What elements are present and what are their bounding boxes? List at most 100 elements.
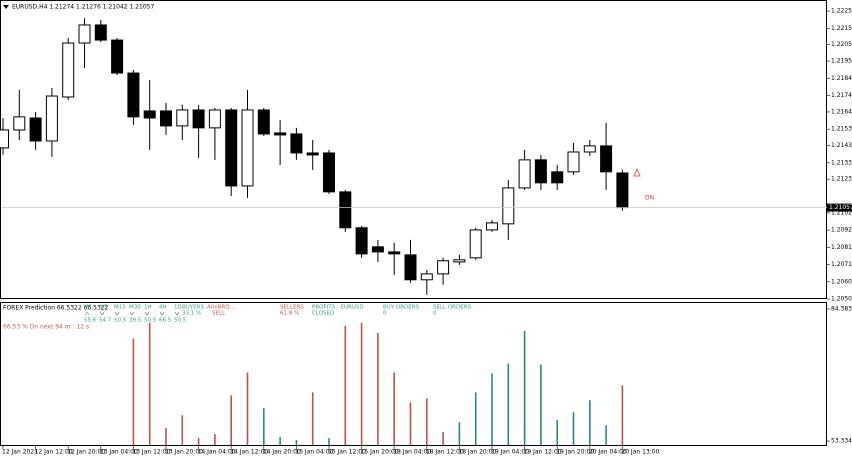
timeframe-value: 55.6 xyxy=(84,318,97,324)
candle-body xyxy=(160,110,172,127)
candle-body xyxy=(208,109,221,129)
timeframe-value: 50.5 xyxy=(144,318,157,324)
y-tick-label: 1.22150 xyxy=(831,25,852,32)
candle-body xyxy=(420,273,433,281)
timeframe-value: 54.7 xyxy=(99,318,112,324)
sell-orders-value: 0 xyxy=(433,311,437,317)
timeframe: 1H xyxy=(144,305,152,311)
candle-body xyxy=(192,109,205,129)
candle-body xyxy=(241,109,254,187)
y-tick-label: 1.20815 xyxy=(831,244,852,251)
y-tick-label: 1.21535 xyxy=(831,126,852,133)
timeframe-arrow xyxy=(99,311,105,316)
candle-body xyxy=(339,191,352,229)
timeframe-arrow xyxy=(114,311,120,316)
timeframe: M1 xyxy=(84,305,92,311)
y-tick-label: 84.383 xyxy=(831,305,852,312)
candle-body xyxy=(0,129,9,149)
timeframe-value: 50.5 xyxy=(174,318,187,324)
candle-body xyxy=(469,229,482,259)
indicator-title: FOREX Prediction 66.5322 66.5322 xyxy=(3,305,109,312)
y-tick-label: 1.21435 xyxy=(831,142,852,149)
timeframe: M15 xyxy=(114,305,126,311)
candle-body xyxy=(567,151,580,173)
x-tick-label: 14 Jan 20:00 xyxy=(263,449,301,456)
x-tick-label: 15 Jan 12:00 xyxy=(328,449,366,456)
y-tick-label: 1.20920 xyxy=(831,227,852,234)
candle-body xyxy=(616,172,629,209)
candle-body xyxy=(306,152,319,156)
price-panel xyxy=(0,0,827,299)
x-tick-label: 18 Jan 04:00 xyxy=(393,449,431,456)
x-tick-label: 14 Jan 12:00 xyxy=(230,449,268,456)
candle-body xyxy=(600,145,613,173)
y-tick-label: 1.21950 xyxy=(831,58,852,65)
timeframe: 4H xyxy=(159,305,167,311)
candle-body xyxy=(45,95,58,142)
candle-body xyxy=(502,187,515,225)
candle-body xyxy=(388,251,401,255)
x-tick-label: 19 Jan 04:00 xyxy=(491,449,529,456)
timeframe-value: 39.5 xyxy=(129,318,142,324)
timeframe-arrow xyxy=(174,311,180,316)
candle-body xyxy=(583,145,596,153)
candle-body xyxy=(404,254,417,281)
candle-body xyxy=(143,110,156,119)
current-price-box xyxy=(827,203,852,212)
candle-body xyxy=(176,109,189,127)
candle-body xyxy=(13,116,26,131)
x-tick-label: 13 Jan 20:00 xyxy=(165,449,203,456)
candle-body xyxy=(371,246,384,253)
timeframe: M30 xyxy=(129,305,141,311)
signal-value: SELL xyxy=(212,311,226,317)
candle-body xyxy=(437,260,450,275)
sellers-value: 61.9 % xyxy=(280,311,299,317)
x-tick-label: 20 Jan 04:00 xyxy=(589,449,627,456)
candle-body xyxy=(62,42,75,98)
info-block: BUYERS 33.1 % AmiBRQ.... SELL SELLERS 61… xyxy=(182,305,472,317)
timeframe: M5 xyxy=(99,305,108,311)
timeframe: 1D xyxy=(174,305,182,311)
y-tick-label: 1.20710 xyxy=(831,261,852,268)
menu-arrow xyxy=(3,5,9,9)
x-tick-label: 15 Jan 20:00 xyxy=(361,449,399,456)
candle-body xyxy=(274,132,287,136)
y-tick-label: 1.21330 xyxy=(831,159,852,166)
timeframe-arrow xyxy=(84,311,90,316)
y-tick-label: 1.21025 xyxy=(831,209,852,216)
buyers-label: BUYERS xyxy=(182,305,204,311)
x-tick-label: 12 Jan 12:00 xyxy=(35,449,73,456)
x-tick-label: 18 Jan 12:00 xyxy=(426,449,464,456)
candle-body xyxy=(94,24,107,41)
y-tick-label: 1.22255 xyxy=(831,8,852,15)
buyers-value: 33.1 % xyxy=(182,311,201,317)
x-tick-label: 19 Jan 12:00 xyxy=(524,449,562,456)
x-tick-label: 12 Jan 2021 xyxy=(2,449,38,456)
timeframe-arrow xyxy=(129,311,135,316)
profits-value: CLOSED xyxy=(312,311,334,317)
sellers-label: SELLERS xyxy=(280,305,304,311)
candle-body xyxy=(534,159,547,184)
sell-orders-label: SELL ORDERS xyxy=(433,305,472,311)
candle-body xyxy=(29,117,42,142)
y-tick-label: 1.20605 xyxy=(831,278,852,285)
timeframe-value: 66.5 xyxy=(159,318,172,324)
y-tick-label: 1.21740 xyxy=(831,92,852,99)
candle-body xyxy=(453,259,466,263)
candle-body xyxy=(518,159,531,189)
countdown: 66.53 % Dn next 94 m : 12 s xyxy=(3,324,89,331)
x-tick-label: 14 Jan 04:00 xyxy=(198,449,236,456)
x-tick-label: 13 Jan 04:00 xyxy=(100,449,138,456)
y-tick-label: 1.22050 xyxy=(831,41,852,48)
candle-body xyxy=(225,109,238,187)
x-tick-label: 12 Jan 20:00 xyxy=(67,449,105,456)
timeframe-arrow xyxy=(159,311,165,316)
signal-arrow xyxy=(633,167,641,177)
candle-body xyxy=(257,109,270,135)
y-tick-label: 1.21640 xyxy=(831,108,852,115)
current-price-label: 1.21057 xyxy=(829,204,852,211)
x-tick-label: 15 Jan 04:00 xyxy=(295,449,333,456)
x-tick-label: 20 Jan 13:00 xyxy=(621,449,659,456)
buy-orders-value: 0 xyxy=(383,311,387,317)
